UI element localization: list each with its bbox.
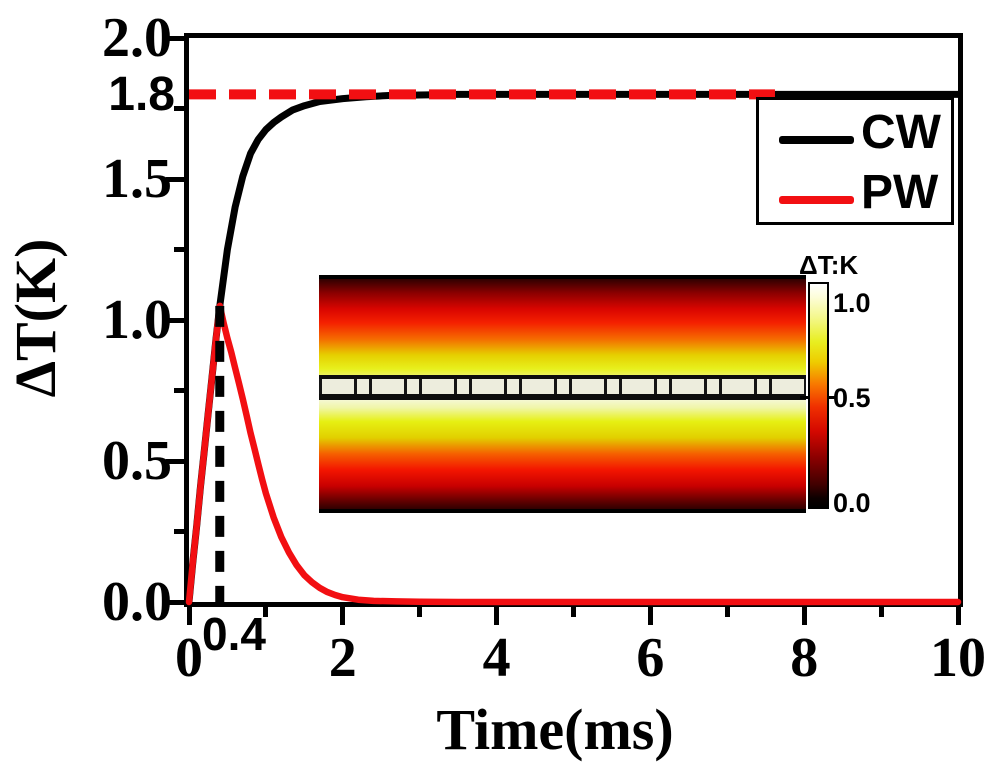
legend: CW PW [756,97,954,225]
y-tick-label-1.0: 1.0 [102,289,172,351]
x-tick-label-2: 2 [328,627,357,689]
legend-pw-label: PW [861,166,939,219]
y-major-tick-2.0 [166,35,184,41]
strip-segment-cells [319,379,806,394]
x-major-tick-10 [955,607,961,625]
y-minor-tick-0.25 [174,529,184,534]
x-minor-tick-3 [417,607,423,617]
y-minor-tick-1.75 [174,106,184,111]
vline-annotation-label: 0.4 [202,608,266,660]
colorbar-tick-right [829,396,836,399]
y-major-tick-1.5 [166,176,184,182]
inset-waveguide-strip [319,375,806,400]
x-major-tick-2 [340,607,346,625]
x-tick-label-10: 10 [930,627,986,689]
x-major-tick-0 [186,607,192,625]
y-tick-label-0.5: 0.5 [102,430,172,492]
x-major-tick-4 [494,607,500,625]
x-minor-tick-7 [724,607,730,617]
colorbar-label-0.5: 0.5 [833,383,871,413]
y-major-tick-1.0 [166,317,184,323]
y-tick-label-1.5: 1.5 [102,148,172,210]
colorbar-title: ΔT:K [799,250,859,280]
x-tick-label-4: 4 [482,627,511,689]
colorbar-tick-left [800,396,808,399]
colorbar-label-1.0: 1.0 [833,288,871,318]
x-axis-title: Time(ms) [436,697,674,762]
inset-heatmap [319,275,806,513]
hline-annotation-label: 1.8 [108,68,175,121]
y-minor-tick-0.75 [174,388,184,393]
y-tick-label-0.0: 0.0 [102,571,172,633]
pw-curve [185,302,962,606]
y-major-tick-0.5 [166,458,184,464]
strip-bottom-line [319,394,806,400]
x-minor-tick-9 [878,607,884,617]
legend-pw-line-swatch [779,196,854,204]
x-tick-label-6: 6 [636,627,665,689]
x-major-tick-6 [647,607,653,625]
y-major-tick-0.0 [166,599,184,605]
strip-top-line [319,375,806,379]
x-tick-label-8: 8 [790,627,819,689]
legend-cw-line-swatch [779,136,854,144]
inset-colorbar [808,282,829,509]
x-minor-tick-5 [571,607,576,617]
x-major-tick-8 [801,607,807,625]
x-tick-label-0: 0 [175,627,203,689]
legend-cw-label: CW [861,106,941,159]
x-minor-tick-1 [263,607,269,617]
y-tick-label-2.0: 2.0 [102,7,172,69]
y-minor-tick-1.25 [174,247,184,252]
colorbar-label-0.0: 0.0 [833,488,871,518]
